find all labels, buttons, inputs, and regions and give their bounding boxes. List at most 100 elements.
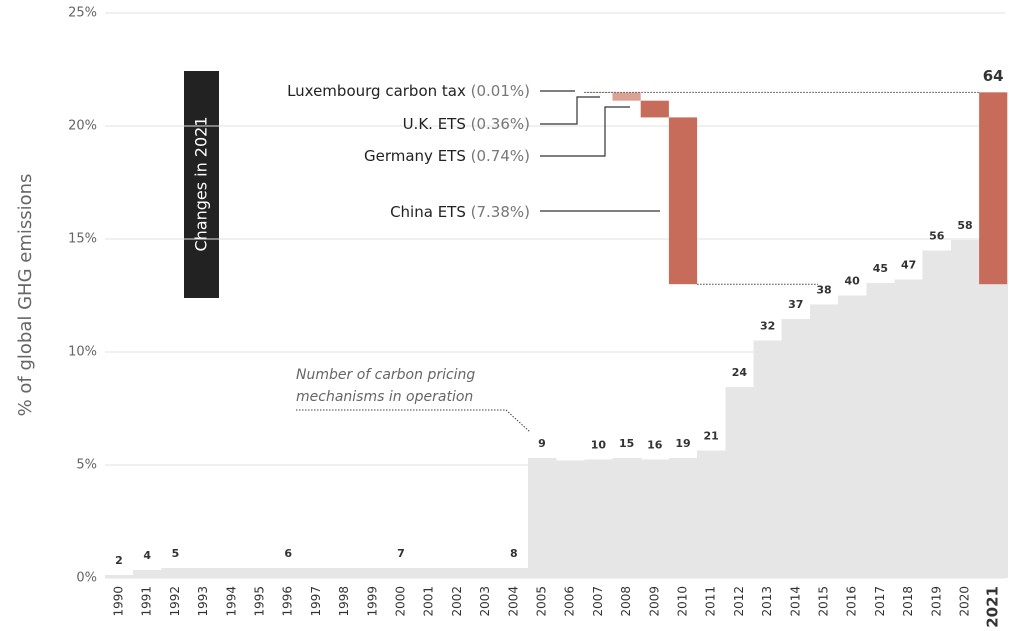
area-step: [217, 567, 247, 578]
x-tick-label: 2006: [563, 586, 577, 617]
count-label: 38: [816, 284, 831, 297]
y-tick-label: 10%: [68, 345, 97, 360]
change-bar: [640, 100, 669, 118]
x-tick-label: 2018: [901, 586, 915, 617]
x-tick-label: 1995: [253, 586, 267, 617]
area-step: [527, 458, 557, 578]
area-step: [668, 458, 698, 578]
x-tick-label: 2003: [478, 586, 492, 617]
x-tick-label: 2017: [873, 586, 887, 617]
leader-line: [540, 96, 600, 125]
area-step: [950, 240, 980, 578]
annotation: mechanisms in operation: [296, 389, 473, 405]
area-step: [979, 284, 1008, 578]
x-tick-label: 2000: [394, 586, 408, 617]
y-tick-label: 15%: [68, 232, 97, 247]
area-step: [781, 319, 811, 578]
y-tick-label: 25%: [68, 6, 97, 21]
count-label: 15: [619, 437, 634, 450]
change-name: China ETS: [390, 203, 466, 221]
area-step: [612, 458, 642, 578]
annotation: Number of carbon pricing: [296, 367, 475, 383]
count-label: 19: [675, 437, 690, 450]
x-tick-label: 2007: [591, 586, 605, 617]
y-axis-label: % of global GHG emissions: [15, 174, 36, 417]
x-tick-label: 2009: [647, 586, 661, 617]
count-label: 4: [143, 549, 151, 562]
total-bar: [979, 92, 1008, 285]
count-label: 47: [901, 259, 916, 272]
x-tick-label: 2012: [732, 586, 746, 617]
count-label: 8: [510, 547, 518, 560]
y-tick-label: 20%: [68, 119, 97, 134]
changes-title: Changes in 2021: [192, 116, 211, 251]
x-tick-label: 2001: [422, 586, 436, 617]
x-tick-label: 2020: [958, 586, 972, 617]
x-tick-label: 2004: [506, 586, 520, 617]
count-label: 6: [284, 547, 292, 560]
change-label: China ETS (7.38%): [390, 203, 530, 221]
x-tick-label: 2016: [845, 586, 859, 617]
change-name: U.K. ETS: [403, 115, 466, 133]
area-step: [161, 568, 191, 578]
count-label: 37: [788, 298, 803, 311]
y-tick-label: 0%: [76, 571, 97, 586]
x-tick-label: 1991: [140, 586, 154, 617]
y-tick-label: 5%: [76, 458, 97, 473]
area-step: [471, 567, 501, 578]
leader-line: [540, 106, 630, 157]
x-tick-label: 1996: [281, 586, 295, 617]
area-step: [302, 567, 332, 578]
area-step: [809, 304, 839, 578]
change-value-label: (0.01%): [471, 82, 530, 100]
change-name: Luxembourg carbon tax: [287, 82, 466, 100]
count-label: 45: [873, 262, 888, 275]
area-step: [274, 567, 303, 578]
count-label: 7: [397, 547, 405, 560]
x-tick-label: 2013: [760, 586, 774, 617]
change-bar: [612, 92, 641, 101]
change-label: Luxembourg carbon tax (0.01%): [287, 82, 530, 100]
area-step: [584, 459, 614, 578]
area-step: [753, 340, 783, 578]
changes-box: [184, 71, 219, 298]
count-label: 40: [845, 275, 861, 288]
area-step: [640, 459, 670, 578]
area-step: [245, 567, 275, 578]
count-label: 56: [929, 229, 945, 242]
x-tick-label: 2005: [535, 586, 549, 617]
area-step: [866, 283, 896, 578]
area-step: [499, 567, 529, 578]
change-label: Germany ETS (0.74%): [364, 147, 530, 165]
count-label: 58: [957, 219, 972, 232]
count-label: 9: [538, 437, 546, 450]
count-label: 5: [172, 547, 180, 560]
area-step: [133, 570, 162, 578]
area-step: [104, 575, 134, 578]
x-tick-label: 2019: [929, 586, 943, 617]
area-step: [725, 387, 755, 578]
annotation-leader: [296, 409, 531, 433]
change-bar: [668, 117, 698, 285]
x-tick-label: 2021: [984, 586, 1002, 628]
change-value-label: (0.36%): [471, 115, 530, 133]
change-value-label: (0.74%): [471, 147, 530, 165]
area-step: [697, 450, 726, 578]
x-tick-label: 1997: [309, 586, 323, 617]
area-step: [894, 279, 924, 578]
x-tick-label: 1993: [196, 586, 210, 617]
x-tick-label: 1992: [168, 586, 182, 617]
area-step: [556, 460, 585, 578]
area-step: [330, 567, 360, 578]
x-tick-label: 1994: [224, 586, 238, 617]
x-tick-label: 2015: [817, 586, 831, 617]
area-step: [415, 568, 444, 578]
x-tick-label: 2008: [619, 586, 633, 617]
area-step: [386, 568, 416, 578]
count-label: 16: [647, 438, 663, 451]
change-name: Germany ETS: [364, 147, 466, 165]
x-tick-label: 1999: [365, 586, 379, 617]
x-tick-label: 1998: [337, 586, 351, 617]
change-bar: [584, 92, 613, 93]
